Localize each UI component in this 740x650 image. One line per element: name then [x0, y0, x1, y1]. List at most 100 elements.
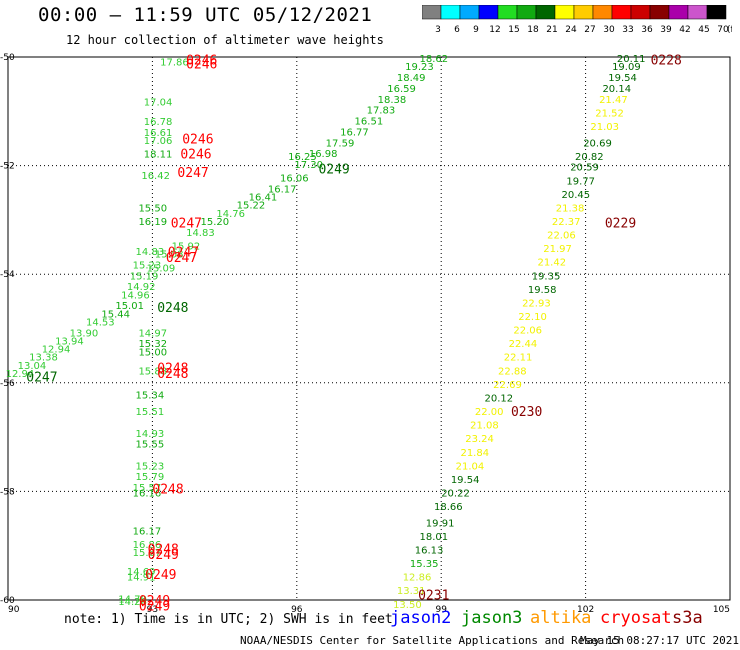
- wave-height-label: 15.23: [136, 461, 165, 472]
- wave-height-label: 16.42: [141, 171, 170, 182]
- wave-height-label: 21.52: [595, 108, 624, 119]
- wave-height-label: 16.61: [144, 128, 173, 139]
- wave-height-label: 14.93: [136, 429, 165, 440]
- wave-height-label: 15.79: [136, 472, 165, 483]
- pass-time-label: 0249: [318, 162, 349, 177]
- wave-height-label: 15.88: [138, 366, 167, 377]
- wave-height-label: 14.83: [136, 247, 165, 258]
- wave-height-label: 16.19: [138, 217, 167, 228]
- satellite-legend-jason2: jason2: [390, 608, 452, 628]
- pass-time-label: 0247: [26, 370, 57, 385]
- wave-height-label: 22.37: [552, 217, 581, 228]
- wave-height-label: 21.47: [599, 95, 628, 106]
- wave-height-label: 19.77: [566, 176, 595, 187]
- lat-tick-label: -60: [0, 596, 15, 606]
- wave-height-label: 18.49: [397, 73, 426, 84]
- pass-time-label: 0247: [166, 251, 197, 266]
- colorbar-label: 27: [584, 25, 595, 35]
- wave-height-label: 12.94: [6, 369, 35, 380]
- wave-height-label: 13.50: [393, 600, 422, 611]
- satellite-legend-jason3: jason3: [461, 608, 523, 628]
- wave-height-label: 19.23: [405, 62, 434, 73]
- wave-height-label: 18.66: [434, 502, 463, 513]
- wave-height-label: 16.06: [280, 174, 309, 185]
- wave-height-label: 22.11: [504, 353, 533, 364]
- wave-height-label: 22.10: [518, 312, 547, 323]
- footer-credit: NOAA/NESDIS Center for Satellite Applica…: [240, 634, 625, 647]
- colorbar-label: 70: [717, 25, 729, 35]
- wave-height-label: 19.58: [528, 285, 557, 296]
- pass-time-label: 0246: [182, 132, 213, 147]
- wave-height-label: 16.17: [268, 184, 297, 195]
- wave-height-label: 22.93: [522, 298, 551, 309]
- wave-height-label: 22.44: [509, 339, 538, 350]
- wave-height-label: 19.54: [451, 475, 480, 486]
- pass-time-label: 0229: [605, 217, 636, 232]
- colorbar-label: 36: [641, 25, 653, 35]
- wave-height-label: 19.35: [532, 271, 561, 282]
- plot-frame: [7, 56, 731, 601]
- wave-height-label: 16.17: [133, 526, 162, 537]
- wave-height-label: 16.59: [387, 84, 416, 95]
- colorbar-label: 42: [679, 25, 690, 35]
- satellite-legend-cryosat: cryosat: [600, 608, 672, 628]
- pass-time-label: 0249: [148, 548, 179, 563]
- wave-height-label: 15.35: [410, 559, 439, 570]
- lat-tick-label: -56: [0, 379, 15, 389]
- wave-height-label: 13.94: [55, 336, 84, 347]
- wave-height-label: 17.06: [144, 136, 173, 147]
- colorbar-label: 18: [527, 25, 539, 35]
- wave-height-label: 15.20: [201, 217, 230, 228]
- wave-height-label: 15.32: [138, 339, 167, 350]
- colorbar-label: 21: [546, 25, 557, 35]
- colorbar-label: 15: [508, 25, 519, 35]
- pass-time-label: 0247: [171, 217, 202, 232]
- wave-height-label: 16.16: [133, 488, 162, 499]
- wave-height-label: 15.44: [101, 309, 130, 320]
- colorbar-label: 6: [454, 25, 460, 35]
- pass-time-label: 0248: [152, 483, 183, 498]
- wave-height-label: 15.55: [136, 440, 165, 451]
- wave-height-label: 20.12: [485, 393, 514, 404]
- footer-note: note: 1) Time is in UTC; 2) SWH is in fe…: [64, 612, 393, 627]
- wave-height-label: 15.57: [133, 483, 162, 494]
- wave-height-label: 20.14: [602, 84, 631, 95]
- wave-height-label: 15.00: [138, 347, 167, 358]
- colorbar-label: 9: [473, 25, 479, 35]
- wave-height-label: 21.84: [460, 448, 489, 459]
- page-title: 00:00 – 11:59 UTC 05/12/2021: [38, 4, 373, 26]
- wave-height-label: 21.38: [556, 203, 585, 214]
- lon-tick-label: 102: [577, 605, 594, 615]
- wave-height-label: 19.91: [426, 518, 455, 529]
- wave-height-label: 18.11: [144, 150, 173, 161]
- wave-height-label: 20.82: [575, 152, 604, 163]
- wave-height-label: 21.03: [590, 122, 619, 133]
- pass-time-label: 0247: [177, 166, 208, 181]
- wave-height-label: 15.67: [133, 548, 162, 559]
- wave-height-label: 20.69: [583, 138, 612, 149]
- wave-height-label: 20.11: [617, 54, 646, 65]
- wave-height-label: 15.22: [237, 201, 266, 212]
- wave-height-label: 15.92: [172, 241, 201, 252]
- lon-tick-label: 99: [435, 605, 447, 615]
- wave-height-label: 16.25: [288, 152, 317, 163]
- pass-time-label: 0246: [180, 148, 211, 163]
- wave-height-label: 14.96: [121, 290, 150, 301]
- wave-height-label: 23.24: [465, 434, 494, 445]
- wave-height-label: 15.50: [138, 203, 167, 214]
- wave-height-label: 14.76: [216, 209, 245, 220]
- wave-height-label: 13.38: [29, 353, 58, 364]
- pass-time-label: 0248: [157, 367, 188, 382]
- pass-time-label: 0249: [139, 594, 170, 609]
- wave-height-label: 16.86: [133, 540, 162, 551]
- wave-height-label: 14.53: [86, 317, 115, 328]
- wave-height-label: 16.77: [340, 127, 369, 138]
- wave-height-label: 15.01: [115, 301, 144, 312]
- page-subtitle: 12 hour collection of altimeter wave hei…: [66, 33, 384, 47]
- lon-tick-label: 93: [147, 605, 158, 615]
- wave-height-label: 21.97: [543, 244, 572, 255]
- lat-tick-label: -54: [0, 270, 15, 280]
- wave-height-label: 15.08: [155, 250, 184, 261]
